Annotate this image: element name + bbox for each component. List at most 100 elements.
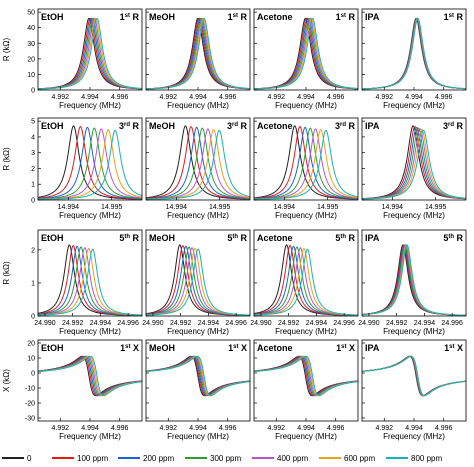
legend-label: 400 ppm [277, 454, 308, 463]
curve-group [38, 17, 142, 90]
x-tick-label: 4.996 [327, 94, 345, 101]
x-tick-label: 4.996 [219, 94, 237, 101]
x-tick-label: 24.996 [225, 320, 247, 327]
harmonic-label: 5th R [119, 233, 139, 243]
harmonic-number: 3 [227, 121, 232, 131]
y-tick-label: 20 [27, 341, 35, 348]
harmonic-label: 5th R [227, 233, 247, 243]
harmonic-suffix: rd [124, 122, 130, 128]
solvent-label: IPA [365, 343, 380, 353]
x-tick-label: 24.992 [278, 320, 300, 327]
series-line-600-ppm [362, 129, 466, 200]
series-line-100-ppm [38, 126, 142, 200]
series-line-800-ppm [254, 355, 358, 397]
x-tick-label: 14.995 [209, 204, 231, 211]
x-axis-label: Frequency (MHz) [167, 432, 229, 441]
x-tick-label: 4.996 [111, 425, 129, 432]
harmonic-suffix: rd [232, 122, 238, 128]
series-line-0 [254, 125, 358, 200]
curve-group [362, 355, 466, 397]
curve-group [362, 17, 466, 90]
x-axis-label: Frequency (MHz) [59, 432, 121, 441]
x-tick-label: 4.992 [160, 425, 178, 432]
series-line-800-ppm [38, 17, 142, 90]
series-line-100-ppm [254, 126, 358, 200]
x-tick-label: 4.992 [376, 425, 394, 432]
solvent-label: EtOH [41, 233, 64, 243]
legend-label: 100 ppm [77, 454, 108, 463]
harmonic-label: 1st X [120, 343, 139, 353]
x-tick-label: 24.994 [306, 320, 328, 327]
harmonic-number: 3 [119, 121, 124, 131]
series-line-800-ppm [362, 355, 466, 397]
harmonic-suffix: th [124, 234, 130, 240]
x-tick-label: 14.994 [58, 204, 80, 211]
x-tick-label: 24.994 [414, 320, 436, 327]
harmonic-type: R [238, 233, 248, 243]
x-tick-label: 4.996 [435, 425, 453, 432]
series-line-800-ppm [146, 248, 250, 316]
solvent-label: EtOH [41, 121, 64, 131]
x-tick-label: 4.994 [297, 94, 315, 101]
series-line-300-ppm [146, 127, 250, 200]
harmonic-type: R [346, 121, 356, 131]
series-line-800-ppm [146, 17, 250, 90]
harmonic-number: 1 [444, 12, 449, 22]
harmonic-type: R [454, 12, 464, 22]
x-tick-label: 24.992 [62, 320, 84, 327]
x-tick-label: 14.995 [425, 204, 447, 211]
x-tick-label: 24.996 [333, 320, 355, 327]
x-tick-label: 4.992 [268, 425, 286, 432]
harmonic-number: 1 [120, 12, 125, 22]
x-tick-label: 24.990 [250, 320, 272, 327]
plot-frame [37, 117, 143, 201]
y-tick-label: 0 [31, 88, 35, 95]
x-axis-label: Frequency (MHz) [383, 101, 445, 110]
solvent-label: Acetone [257, 121, 293, 131]
series-line-300-ppm [254, 127, 358, 200]
series-line-0 [362, 244, 466, 316]
legend-label: 600 ppm [344, 454, 375, 463]
x-tick-label: 4.996 [435, 94, 453, 101]
curve-group [38, 125, 142, 200]
series-line-800-ppm [146, 129, 250, 200]
x-tick-label: 4.994 [297, 425, 315, 432]
legend-label: 300 ppm [210, 454, 241, 463]
solvent-label: EtOH [41, 12, 64, 22]
series-line-800-ppm [254, 129, 358, 200]
series-line-800-ppm [38, 129, 142, 200]
series-line-800-ppm [362, 17, 466, 90]
series-line-600-ppm [254, 247, 358, 316]
harmonic-label: 3rd R [227, 121, 248, 131]
x-axis-label: Frequency (MHz) [59, 327, 121, 336]
panel-etoh-row3: 24.990 24.992 24.994 24.996 0 1 2 Frequency (MH… [31, 229, 143, 336]
harmonic-number: 1 [444, 343, 449, 353]
x-axis-label: Frequency (MHz) [167, 101, 229, 110]
series-line-200-ppm [254, 126, 358, 200]
series-line-200-ppm [146, 126, 250, 200]
x-tick-label: 4.994 [405, 425, 423, 432]
x-axis-label: Frequency (MHz) [383, 211, 445, 220]
series-line-0 [38, 244, 142, 316]
y-tick-label: -20 [25, 401, 35, 408]
harmonic-number: 5 [335, 233, 340, 243]
x-axis-label: Frequency (MHz) [275, 432, 337, 441]
solvent-label: MeOH [149, 12, 175, 22]
x-tick-label: 14.995 [101, 204, 123, 211]
x-tick-label: 14.994 [166, 204, 188, 211]
y-axis-label: R (kΩ) [2, 147, 11, 171]
series-line-400-ppm [362, 244, 466, 316]
plot-frame [361, 229, 467, 317]
harmonic-type: R [346, 12, 356, 22]
harmonic-type: R [346, 233, 356, 243]
harmonic-suffix: th [232, 234, 238, 240]
series-line-600-ppm [362, 244, 466, 316]
x-tick-label: 4.996 [219, 425, 237, 432]
panel-etoh-row1: 4.992 4.994 4.996 0 10 20 30 40 50 Frequency (MHz… [27, 8, 143, 110]
harmonic-type: R [130, 12, 140, 22]
